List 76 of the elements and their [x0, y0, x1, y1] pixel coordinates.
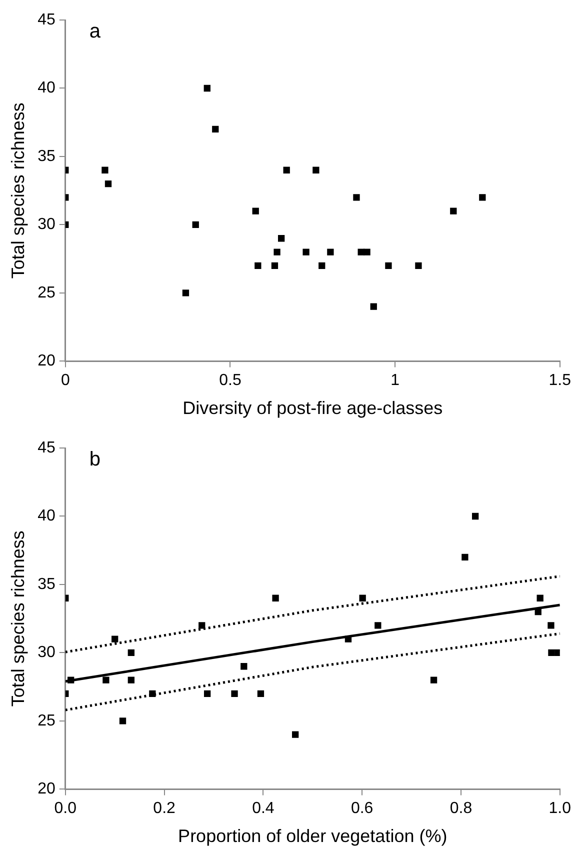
point	[204, 84, 210, 92]
point	[182, 290, 190, 296]
point	[204, 690, 211, 697]
point	[104, 180, 112, 188]
point	[257, 690, 264, 697]
point	[302, 248, 310, 256]
point	[112, 636, 118, 642]
y-tick-label: 20	[38, 780, 56, 798]
point	[472, 512, 479, 520]
y-tick-label: 30	[38, 216, 56, 234]
x-tick-label: 1	[390, 372, 400, 390]
point	[450, 208, 457, 214]
x-axis-title: Diversity of post-fire age-classes	[182, 398, 443, 418]
y-tick-label: 40	[38, 80, 56, 97]
annotation: a	[89, 20, 102, 43]
x-tick-label: 1.5	[548, 372, 572, 390]
point	[359, 594, 366, 602]
point	[353, 194, 360, 201]
point	[312, 166, 320, 174]
point	[318, 262, 326, 269]
point	[364, 248, 370, 256]
point	[272, 594, 279, 602]
point	[415, 262, 422, 269]
point	[240, 663, 248, 670]
point	[374, 622, 382, 629]
point	[554, 649, 560, 656]
point	[548, 622, 554, 629]
point	[430, 676, 438, 684]
x-tick-label: 0.8	[450, 800, 472, 818]
point	[370, 303, 377, 310]
y-tick-label: 35	[38, 148, 56, 165]
point	[534, 608, 542, 616]
x-tick-label: 0.2	[153, 800, 176, 818]
point	[252, 208, 259, 214]
point	[548, 649, 555, 656]
point	[327, 248, 334, 256]
x-tick-label: 0.4	[252, 800, 274, 818]
point	[119, 718, 126, 724]
x-tick-label: 0	[60, 372, 70, 390]
point	[231, 690, 238, 697]
y-tick-label: 25	[38, 712, 56, 730]
annotation: b	[89, 448, 101, 471]
point	[274, 248, 280, 256]
point	[254, 262, 262, 269]
point	[271, 262, 278, 269]
y-tick-label: 25	[38, 284, 56, 302]
point	[198, 622, 206, 629]
point	[68, 676, 74, 684]
point	[149, 690, 156, 697]
point	[128, 676, 134, 684]
y-tick-label: 30	[38, 644, 56, 662]
y-tick-label: 45	[38, 11, 56, 28]
y-axis-title: Total species richness	[8, 102, 28, 279]
point	[212, 126, 219, 133]
point	[278, 235, 285, 242]
y-tick-label: 45	[38, 439, 56, 456]
point	[344, 636, 352, 642]
x-tick-label: 1.0	[548, 800, 572, 818]
x-axis-title: Proportion of older vegetation (%)	[178, 826, 448, 846]
point	[462, 554, 468, 561]
point	[385, 262, 392, 269]
y-axis-title: Total species richness	[8, 530, 28, 707]
point	[283, 166, 290, 174]
x-tick-label: 0.0	[54, 800, 77, 818]
x-tick-label: 0.6	[350, 800, 374, 818]
y-tick-label: 20	[38, 352, 56, 370]
point	[102, 166, 108, 174]
y-tick-label: 35	[38, 576, 56, 593]
point	[292, 731, 299, 738]
point	[102, 676, 110, 684]
point	[536, 594, 544, 602]
x-tick-label: 0.5	[219, 372, 242, 390]
point	[128, 649, 134, 656]
point	[192, 221, 199, 228]
point	[479, 194, 486, 201]
y-tick-label: 40	[38, 508, 56, 525]
